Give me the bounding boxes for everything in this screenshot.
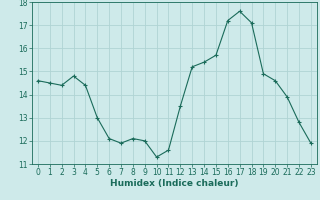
X-axis label: Humidex (Indice chaleur): Humidex (Indice chaleur) [110, 179, 239, 188]
